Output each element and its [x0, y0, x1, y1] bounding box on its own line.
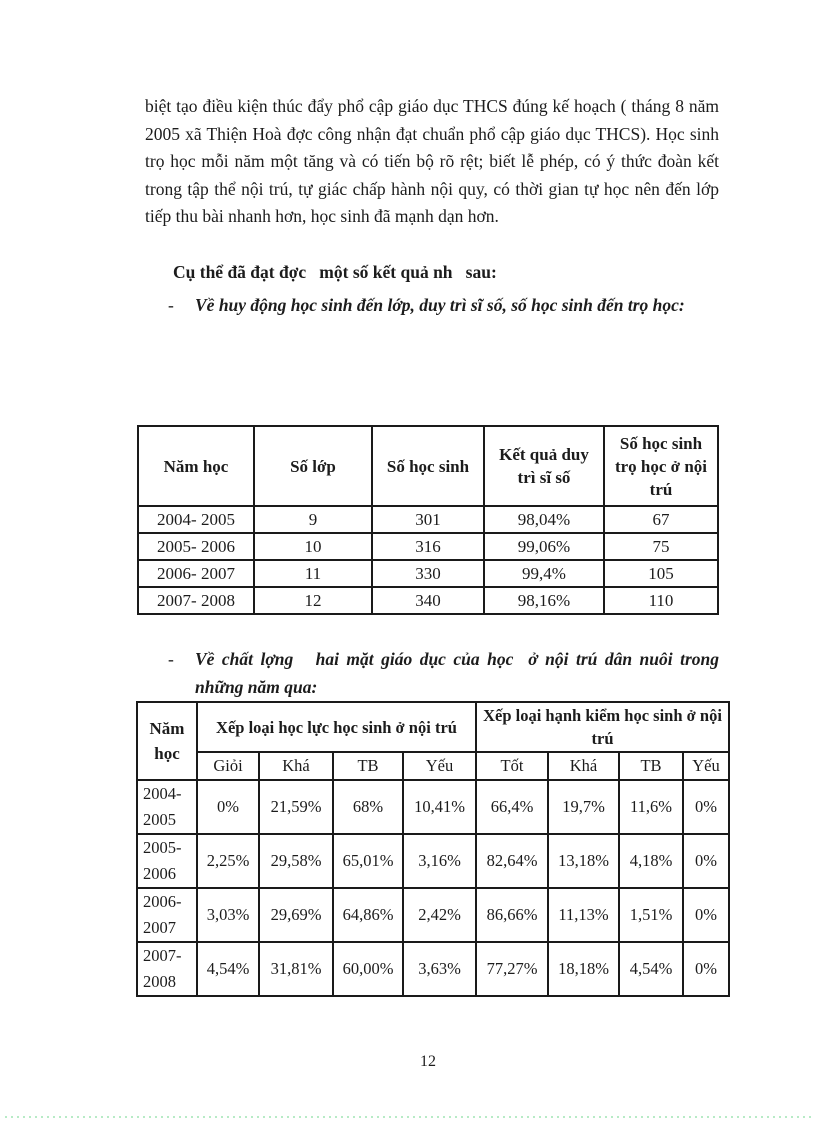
data-cell: 19,7% — [547, 779, 620, 835]
data-cell: 18,18% — [547, 941, 620, 997]
data-cell: 2,25% — [196, 833, 260, 889]
bullet-enrollment: - Về huy động học sinh đến lớp, duy trì … — [168, 292, 719, 320]
summary-heading: Cụ thể đã đạt đợc một số kết quả nh sau: — [173, 262, 497, 282]
data-cell: 4,54% — [196, 941, 260, 997]
header-cell: Xếp loại học lực học sinh ở nội trú — [196, 701, 477, 753]
intro-paragraph: biệt tạo điều kiện thúc đẩy phổ cập giáo… — [145, 96, 719, 226]
data-cell: 82,64% — [475, 833, 549, 889]
header-cell: Yếu — [682, 751, 730, 781]
data-cell: 29,69% — [258, 887, 334, 943]
data-cell: 0% — [682, 887, 730, 943]
data-cell: 64,86% — [332, 887, 404, 943]
data-cell: 0% — [196, 779, 260, 835]
data-cell: 10 — [253, 532, 373, 561]
bullet-quality: - Về chất lợng hai mặt giáo dục của học … — [168, 646, 719, 701]
data-cell: 98,16% — [483, 586, 605, 615]
data-cell: 66,4% — [475, 779, 549, 835]
header-cell: TB — [618, 751, 684, 781]
table-row: 2004- 2005 9 301 98,04% 67 — [137, 505, 719, 534]
data-cell: 29,58% — [258, 833, 334, 889]
page-bottom-divider — [5, 1116, 811, 1118]
year-cell: 2007- 2008 — [137, 586, 255, 615]
header-cell: Số học sinh — [371, 425, 485, 507]
data-cell: 0% — [682, 941, 730, 997]
data-cell: 77,27% — [475, 941, 549, 997]
table-row: 2007-2008 4,54% 31,81% 60,00% 3,63% 77,2… — [136, 941, 730, 997]
table-row: 2007- 2008 12 340 98,16% 110 — [137, 586, 719, 615]
data-cell: 316 — [371, 532, 485, 561]
header-cell: Năm học — [137, 425, 255, 507]
data-cell: 21,59% — [258, 779, 334, 835]
header-cell: Yếu — [402, 751, 477, 781]
header-cell: Số lớp — [253, 425, 373, 507]
data-cell: 340 — [371, 586, 485, 615]
data-cell: 4,18% — [618, 833, 684, 889]
year-cell: 2006-2007 — [136, 887, 198, 943]
bullet-text: Về huy động học sinh đến lớp, duy trì sĩ… — [195, 295, 685, 315]
data-cell: 330 — [371, 559, 485, 588]
data-cell: 3,63% — [402, 941, 477, 997]
page-number: 12 — [420, 1053, 436, 1070]
header-cell: Xếp loại hạnh kiểm học sinh ở nội trú — [475, 701, 730, 753]
table-subheader-row: Giỏi Khá TB Yếu Tốt Khá TB Yếu — [137, 751, 730, 781]
data-cell: 3,16% — [402, 833, 477, 889]
data-cell: 60,00% — [332, 941, 404, 997]
enrollment-table: Năm học Số lớp Số học sinh Kết quả duy t… — [137, 425, 719, 615]
data-cell: 11,6% — [618, 779, 684, 835]
year-cell: 2005-2006 — [136, 833, 198, 889]
data-cell: 68% — [332, 779, 404, 835]
data-cell: 11,13% — [547, 887, 620, 943]
header-cell: Giỏi — [196, 751, 260, 781]
data-cell: 12 — [253, 586, 373, 615]
data-cell: 0% — [682, 779, 730, 835]
bullet-marker: - — [168, 295, 174, 315]
table-row: 2004-2005 0% 21,59% 68% 10,41% 66,4% 19,… — [136, 779, 730, 835]
quality-table: Năm học Xếp loại học lực học sinh ở nội … — [136, 701, 730, 997]
data-cell: 10,41% — [402, 779, 477, 835]
header-cell: Số học sinh trọ học ở nội trú — [603, 425, 719, 507]
data-cell: 75 — [603, 532, 719, 561]
data-cell: 9 — [253, 505, 373, 534]
data-cell: 4,54% — [618, 941, 684, 997]
year-cell: 2005- 2006 — [137, 532, 255, 561]
data-cell: 2,42% — [402, 887, 477, 943]
data-cell: 1,51% — [618, 887, 684, 943]
header-cell: Tốt — [475, 751, 549, 781]
data-cell: 13,18% — [547, 833, 620, 889]
table-row: 2005-2006 2,25% 29,58% 65,01% 3,16% 82,6… — [136, 833, 730, 889]
data-cell: 99,4% — [483, 559, 605, 588]
table-header-row: Năm học Số lớp Số học sinh Kết quả duy t… — [137, 425, 719, 507]
table-group-header-row: Năm học Xếp loại học lực học sinh ở nội … — [136, 701, 730, 781]
year-cell: 2006- 2007 — [137, 559, 255, 588]
table-row: 2006-2007 3,03% 29,69% 64,86% 2,42% 86,6… — [136, 887, 730, 943]
header-cell: Khá — [547, 751, 620, 781]
data-cell: 301 — [371, 505, 485, 534]
year-cell: 2007-2008 — [136, 941, 198, 997]
table-row: 2006- 2007 11 330 99,4% 105 — [137, 559, 719, 588]
data-cell: 31,81% — [258, 941, 334, 997]
header-cell: TB — [332, 751, 404, 781]
data-cell: 105 — [603, 559, 719, 588]
year-cell: 2004- 2005 — [137, 505, 255, 534]
table-row: 2005- 2006 10 316 99,06% 75 — [137, 532, 719, 561]
bullet-marker: - — [168, 649, 174, 669]
data-cell: 86,66% — [475, 887, 549, 943]
year-cell: 2004-2005 — [136, 779, 198, 835]
data-cell: 11 — [253, 559, 373, 588]
data-cell: 99,06% — [483, 532, 605, 561]
data-cell: 0% — [682, 833, 730, 889]
header-cell: Kết quả duy trì sĩ số — [483, 425, 605, 507]
data-cell: 3,03% — [196, 887, 260, 943]
data-cell: 67 — [603, 505, 719, 534]
data-cell: 110 — [603, 586, 719, 615]
data-cell: 98,04% — [483, 505, 605, 534]
header-cell: Khá — [258, 751, 334, 781]
data-cell: 65,01% — [332, 833, 404, 889]
bullet-text: Về chất lợng hai mặt giáo dục của học ở … — [195, 649, 724, 697]
header-cell: Năm học — [136, 701, 198, 781]
